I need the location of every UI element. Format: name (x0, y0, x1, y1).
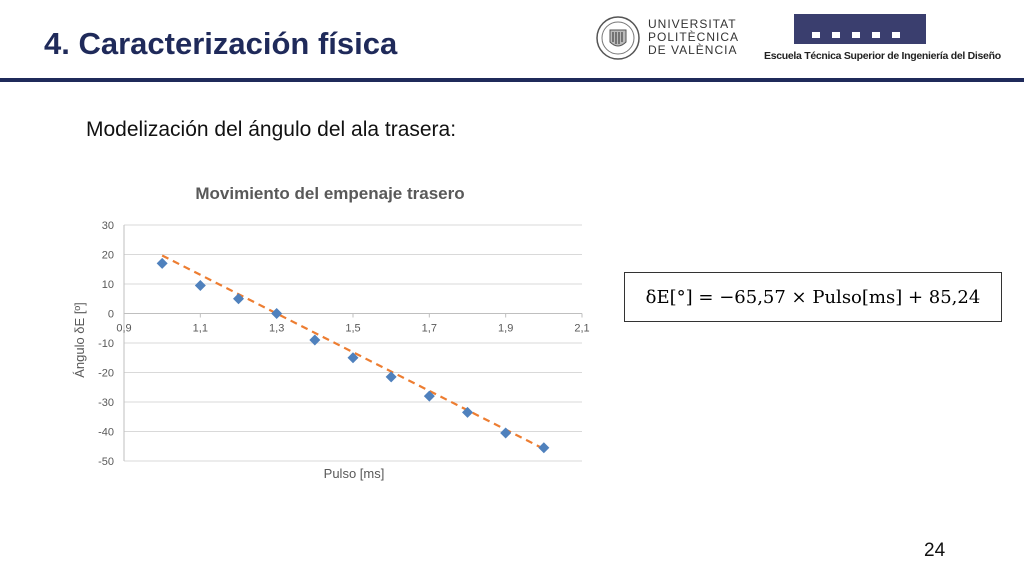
formula-text: δE[°] = −65,57 × Pulso[ms] + 85,24 (645, 286, 981, 308)
x-tick-label: 1,5 (345, 323, 360, 335)
data-point (385, 371, 397, 383)
slide-title: 4. Caracterización física (44, 26, 398, 61)
data-point (423, 390, 435, 402)
chart-tick-labels: 30 20 10 0 -10 -20 -30 -40 -50 0,9 1,1 1,3 1,5 1,7 1,9… (98, 220, 590, 468)
data-point (233, 293, 244, 305)
etsid-name: Escuela Técnica Superior de Ingeniería d… (764, 50, 1001, 62)
data-point (462, 406, 473, 418)
data-point (271, 308, 283, 319)
scatter-chart: Movimiento del empenaje trasero 30 20 10 0 -… (72, 184, 590, 481)
y-tick-label: -40 (98, 427, 114, 439)
y-tick-label: -10 (98, 338, 114, 350)
chart-grid (123, 224, 583, 462)
etsid-mark-icon (794, 14, 926, 44)
data-point (538, 442, 550, 454)
chart-title: Movimiento del empenaje trasero (195, 184, 464, 203)
x-tick-label: 1,1 (193, 323, 208, 335)
y-tick-label: -20 (98, 368, 114, 380)
data-point (500, 427, 512, 439)
x-tick-label: 2,1 (574, 323, 589, 335)
page-number: 24 (924, 540, 946, 561)
data-point (347, 352, 359, 364)
x-axis-label: Pulso [ms] (324, 466, 385, 481)
data-point (156, 257, 168, 269)
chart-markers (156, 257, 550, 454)
slide-subtitle: Modelización del ángulo del ala trasera: (86, 118, 457, 141)
upv-seal-icon (596, 16, 640, 60)
upv-line-2: POLITÈCNICA (648, 30, 740, 44)
y-tick-label: 30 (102, 220, 114, 232)
etsid-logo: Escuela Técnica Superior de Ingeniería d… (764, 14, 1001, 64)
upv-logo: UNIVERSITAT POLITÈCNICA DE VALÈNCIA (596, 16, 746, 66)
x-tick-label: 1,9 (498, 323, 513, 335)
regression-formula: δE[°] = −65,57 × Pulso[ms] + 85,24 (624, 272, 1002, 322)
y-tick-label: -30 (98, 397, 114, 409)
y-tick-label: 10 (102, 279, 114, 291)
x-tick-label: 1,7 (422, 323, 437, 335)
data-point (309, 334, 321, 346)
y-tick-label: -50 (98, 456, 114, 468)
upv-line-1: UNIVERSITAT (648, 17, 737, 31)
title-divider (0, 78, 1024, 82)
x-tick-label: 1,3 (269, 323, 284, 335)
x-tick-label: 0,9 (116, 323, 131, 335)
data-point (194, 279, 206, 291)
y-tick-label: 0 (108, 309, 114, 321)
y-axis-label: Ángulo δE [º] (72, 302, 87, 378)
upv-line-3: DE VALÈNCIA (648, 43, 738, 57)
y-tick-label: 20 (102, 250, 114, 262)
